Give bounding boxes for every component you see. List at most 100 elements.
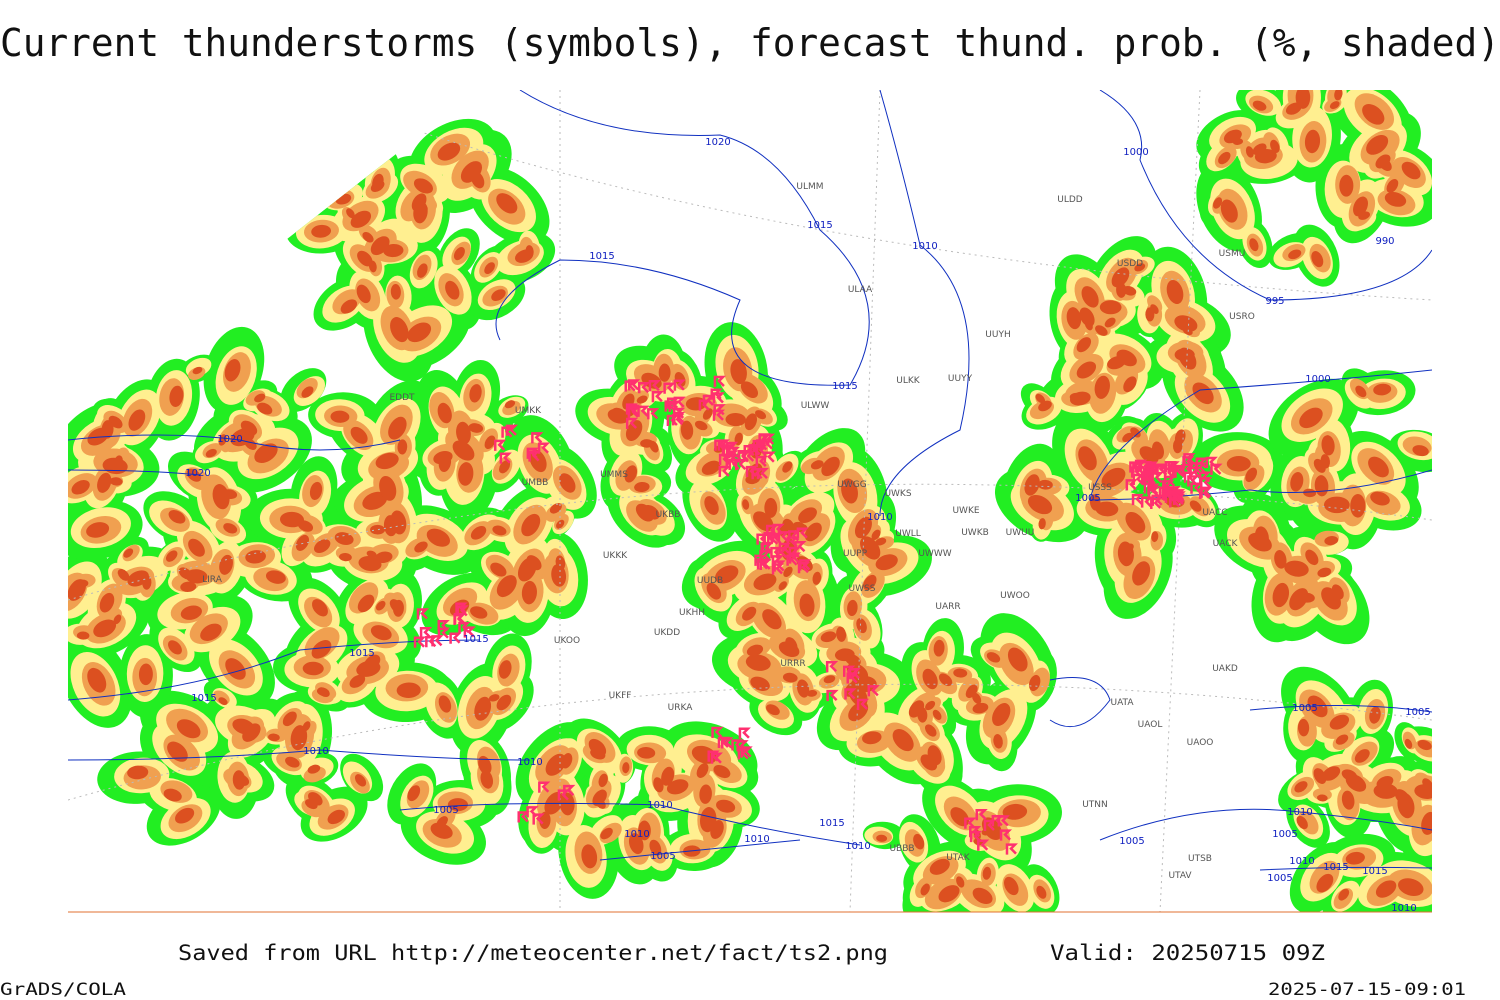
- prob-shade: [666, 779, 689, 795]
- prob-shade: [437, 402, 452, 424]
- prob-shade: [806, 689, 818, 697]
- isobar-label: 1010: [624, 829, 649, 840]
- station-label: UMBB: [522, 478, 549, 488]
- prob-shade: [600, 827, 613, 840]
- prob-shade: [1324, 536, 1339, 546]
- prob-shade: [1024, 474, 1040, 496]
- prob-shade: [375, 600, 386, 611]
- prob-shade: [1070, 391, 1091, 406]
- prob-shade: [308, 792, 323, 806]
- prob-shade: [1334, 90, 1343, 101]
- prob-shade: [1139, 446, 1159, 464]
- station-label: USRO: [1229, 312, 1255, 322]
- prob-shade: [1289, 588, 1309, 611]
- prob-shade: [1213, 197, 1223, 209]
- prob-shade: [362, 231, 374, 243]
- prob-shade: [1111, 267, 1130, 288]
- prob-shade: [1089, 494, 1101, 511]
- prob-shade: [224, 359, 241, 382]
- prob-shade: [268, 733, 280, 742]
- prob-shade: [1099, 300, 1122, 315]
- prob-shade: [740, 381, 759, 399]
- prob-shade: [799, 593, 815, 617]
- prob-shade: [372, 173, 384, 191]
- prob-shade: [924, 724, 937, 737]
- prob-shade: [1373, 383, 1392, 396]
- prob-shade: [436, 816, 448, 828]
- prob-shade: [257, 402, 273, 415]
- prob-shade: [496, 575, 517, 598]
- station-label: ULMM: [796, 182, 823, 192]
- prob-shade: [205, 448, 217, 458]
- prob-shade: [1038, 518, 1046, 530]
- prob-shade: [782, 672, 798, 683]
- isobar-label: 1015: [349, 648, 374, 659]
- isobar-label: 1020: [185, 468, 210, 479]
- prob-shade: [360, 557, 369, 569]
- prob-shade: [180, 581, 197, 592]
- prob-shade: [1104, 317, 1116, 328]
- prob-shade: [254, 443, 278, 464]
- prob-shade: [167, 741, 188, 762]
- station-label: UARR: [935, 602, 960, 612]
- timestamp: 2025-07-15-09:01: [1268, 980, 1466, 1000]
- prob-shade: [716, 799, 736, 813]
- prob-shade: [354, 774, 367, 787]
- station-label: UWKB: [961, 528, 989, 538]
- prob-shade: [798, 507, 817, 524]
- prob-shade: [86, 522, 110, 538]
- prob-shade: [469, 384, 482, 403]
- isobar-label: 1010: [867, 512, 892, 523]
- prob-shade: [1079, 307, 1095, 327]
- prob-shade: [730, 359, 747, 385]
- station-label: UWOO: [1000, 591, 1030, 601]
- prob-shade: [1331, 584, 1344, 600]
- prob-shade: [223, 523, 238, 534]
- station-label: UAOO: [1187, 738, 1214, 748]
- prob-shade: [109, 477, 123, 486]
- isobar-label: 1010: [845, 841, 870, 852]
- prob-shade: [658, 363, 671, 382]
- prob-shade: [796, 679, 810, 698]
- prob-shade: [783, 566, 793, 578]
- prob-shade: [1122, 285, 1137, 296]
- station-label: ULDD: [1057, 195, 1083, 205]
- prob-shade: [470, 170, 485, 189]
- prob-shade: [484, 435, 496, 450]
- prob-shade: [426, 528, 451, 547]
- station-label: UKDD: [654, 628, 680, 638]
- prob-shade: [1192, 382, 1214, 405]
- prob-shade: [488, 694, 500, 702]
- prob-shade: [1145, 307, 1155, 322]
- prob-shade: [745, 654, 771, 671]
- prob-shade: [1355, 385, 1367, 398]
- prob-shade: [812, 571, 822, 585]
- prob-shade: [437, 142, 461, 161]
- prob-shade: [622, 762, 630, 774]
- prob-shade: [1311, 251, 1324, 268]
- prob-shade: [314, 539, 331, 554]
- prob-shade: [165, 550, 178, 562]
- prob-shade: [1004, 876, 1019, 896]
- prob-shade: [75, 579, 89, 588]
- station-label: UWLL: [895, 529, 921, 539]
- prob-shade: [295, 534, 310, 551]
- prob-shade: [938, 885, 960, 903]
- prob-shade: [680, 420, 694, 440]
- prob-shade: [625, 420, 643, 442]
- prob-shade: [138, 663, 153, 686]
- prob-shade: [1035, 393, 1045, 404]
- station-label: ULAA: [848, 285, 873, 295]
- prob-shade: [559, 792, 575, 816]
- prob-shade: [445, 280, 460, 300]
- station-label: EDDT: [389, 393, 415, 403]
- prob-shade: [357, 594, 375, 613]
- prob-shade: [674, 371, 686, 387]
- software: GrADS/COLA: [0, 980, 126, 1000]
- prob-shade: [1095, 501, 1119, 517]
- prob-shade: [762, 609, 782, 630]
- prob-shade: [1270, 139, 1280, 153]
- prob-shade: [254, 393, 266, 403]
- prob-shade: [1358, 211, 1370, 220]
- prob-shade: [1366, 134, 1389, 155]
